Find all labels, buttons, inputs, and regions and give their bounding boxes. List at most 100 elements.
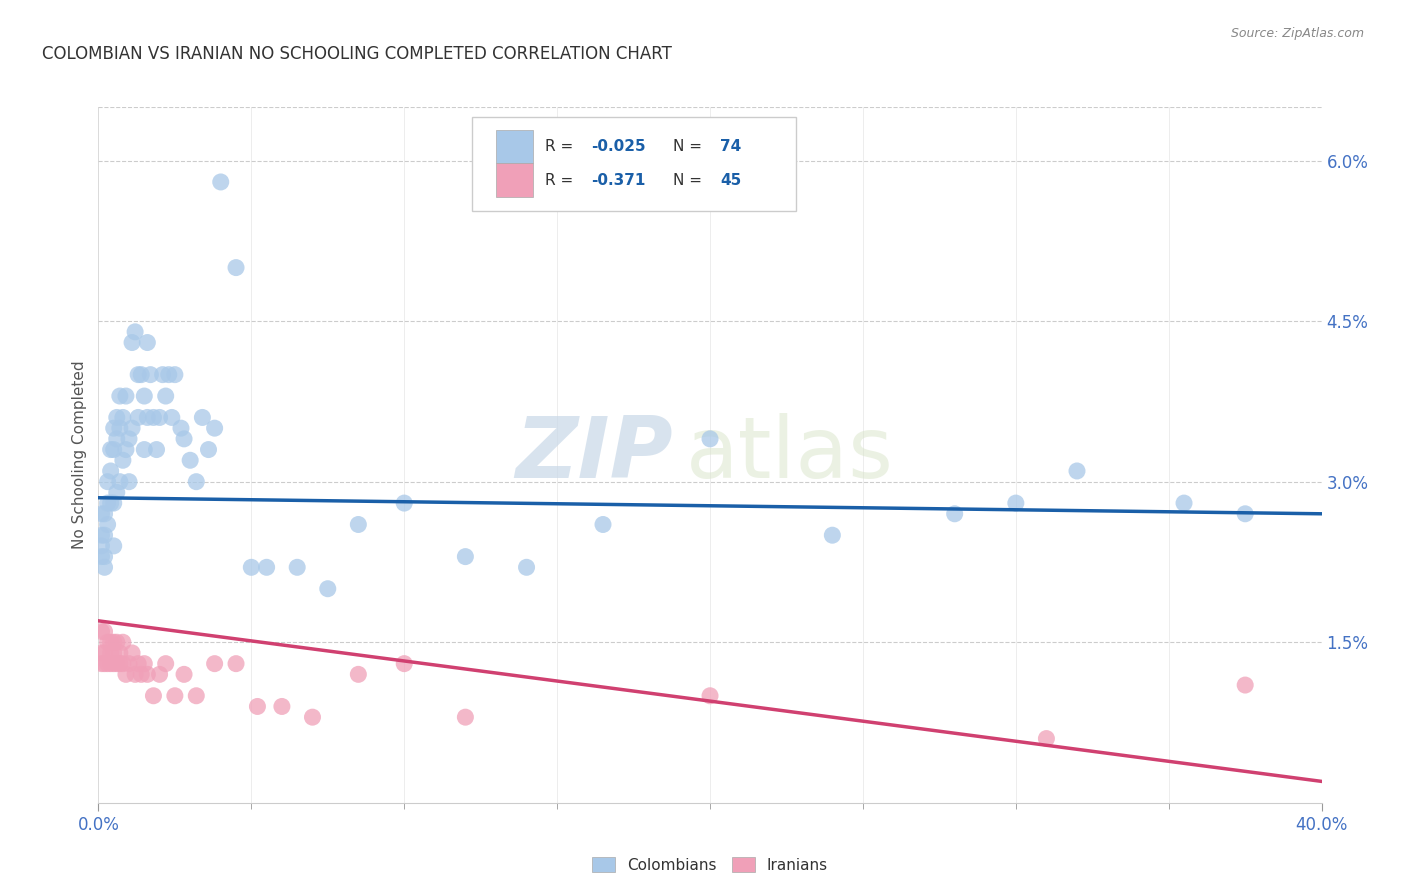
Point [170, 421, 193, 435]
Text: -0.025: -0.025 [592, 139, 645, 154]
Point [90, 539, 112, 553]
Point [105, 635, 128, 649]
Point [121, 421, 143, 435]
Point [256, 560, 278, 574]
Point [155, 657, 177, 671]
Point [93, 624, 115, 639]
Text: N =: N = [673, 139, 707, 154]
Legend: Colombians, Iranians: Colombians, Iranians [586, 850, 834, 879]
Point [100, 646, 122, 660]
Point [103, 646, 125, 660]
Point [93, 507, 115, 521]
Point [285, 560, 308, 574]
FancyBboxPatch shape [496, 163, 533, 197]
Point [97, 475, 120, 489]
Point [134, 442, 156, 457]
Point [108, 657, 131, 671]
Point [97, 657, 120, 671]
Point [100, 657, 122, 671]
Point [103, 496, 125, 510]
Text: 45: 45 [720, 172, 741, 187]
Point [347, 517, 370, 532]
Point [173, 432, 195, 446]
Point [136, 335, 159, 350]
Point [93, 560, 115, 574]
Point [90, 657, 112, 671]
Point [115, 442, 138, 457]
Point [103, 657, 125, 671]
Point [103, 635, 125, 649]
Text: 74: 74 [720, 139, 741, 154]
Point [592, 517, 614, 532]
Point [103, 442, 125, 457]
Text: -0.371: -0.371 [592, 172, 645, 187]
Point [347, 667, 370, 681]
Point [105, 432, 128, 446]
Point [127, 657, 149, 671]
Point [103, 421, 125, 435]
Point [90, 528, 112, 542]
Point [699, 689, 721, 703]
Point [129, 667, 152, 681]
Point [97, 496, 120, 510]
Point [197, 442, 219, 457]
Point [108, 646, 131, 660]
Point [100, 442, 122, 457]
Point [115, 389, 138, 403]
Point [111, 410, 134, 425]
Point [1234, 507, 1257, 521]
Point [111, 635, 134, 649]
Point [124, 667, 146, 681]
Point [699, 432, 721, 446]
Point [163, 689, 186, 703]
Point [142, 689, 165, 703]
Point [111, 657, 134, 671]
Point [943, 507, 966, 521]
FancyBboxPatch shape [471, 118, 796, 211]
Point [204, 657, 226, 671]
Point [93, 549, 115, 564]
Point [93, 528, 115, 542]
Point [97, 517, 120, 532]
Point [90, 507, 112, 521]
Text: N =: N = [673, 172, 707, 187]
Point [316, 582, 339, 596]
Point [145, 442, 167, 457]
FancyBboxPatch shape [496, 130, 533, 163]
Point [157, 368, 180, 382]
Point [179, 453, 201, 467]
Point [186, 689, 208, 703]
Point [246, 699, 269, 714]
Point [225, 260, 247, 275]
Point [163, 368, 186, 382]
Point [134, 389, 156, 403]
Point [105, 485, 128, 500]
Point [90, 646, 112, 660]
Point [142, 410, 165, 425]
Point [191, 410, 214, 425]
Text: atlas: atlas [686, 413, 894, 497]
Text: R =: R = [546, 172, 578, 187]
Point [1035, 731, 1057, 746]
Point [90, 549, 112, 564]
Point [100, 464, 122, 478]
Text: R =: R = [546, 139, 578, 154]
Point [149, 667, 172, 681]
Point [100, 635, 122, 649]
Point [392, 496, 416, 510]
Point [160, 410, 183, 425]
Point [209, 175, 232, 189]
Point [108, 389, 131, 403]
Point [139, 368, 162, 382]
Point [1066, 464, 1088, 478]
Point [136, 667, 159, 681]
Point [103, 539, 125, 553]
Point [105, 410, 128, 425]
Text: ZIP: ZIP [516, 413, 673, 497]
Point [225, 657, 247, 671]
Point [111, 453, 134, 467]
Point [97, 635, 120, 649]
Point [118, 657, 141, 671]
Point [127, 410, 149, 425]
Point [152, 368, 174, 382]
